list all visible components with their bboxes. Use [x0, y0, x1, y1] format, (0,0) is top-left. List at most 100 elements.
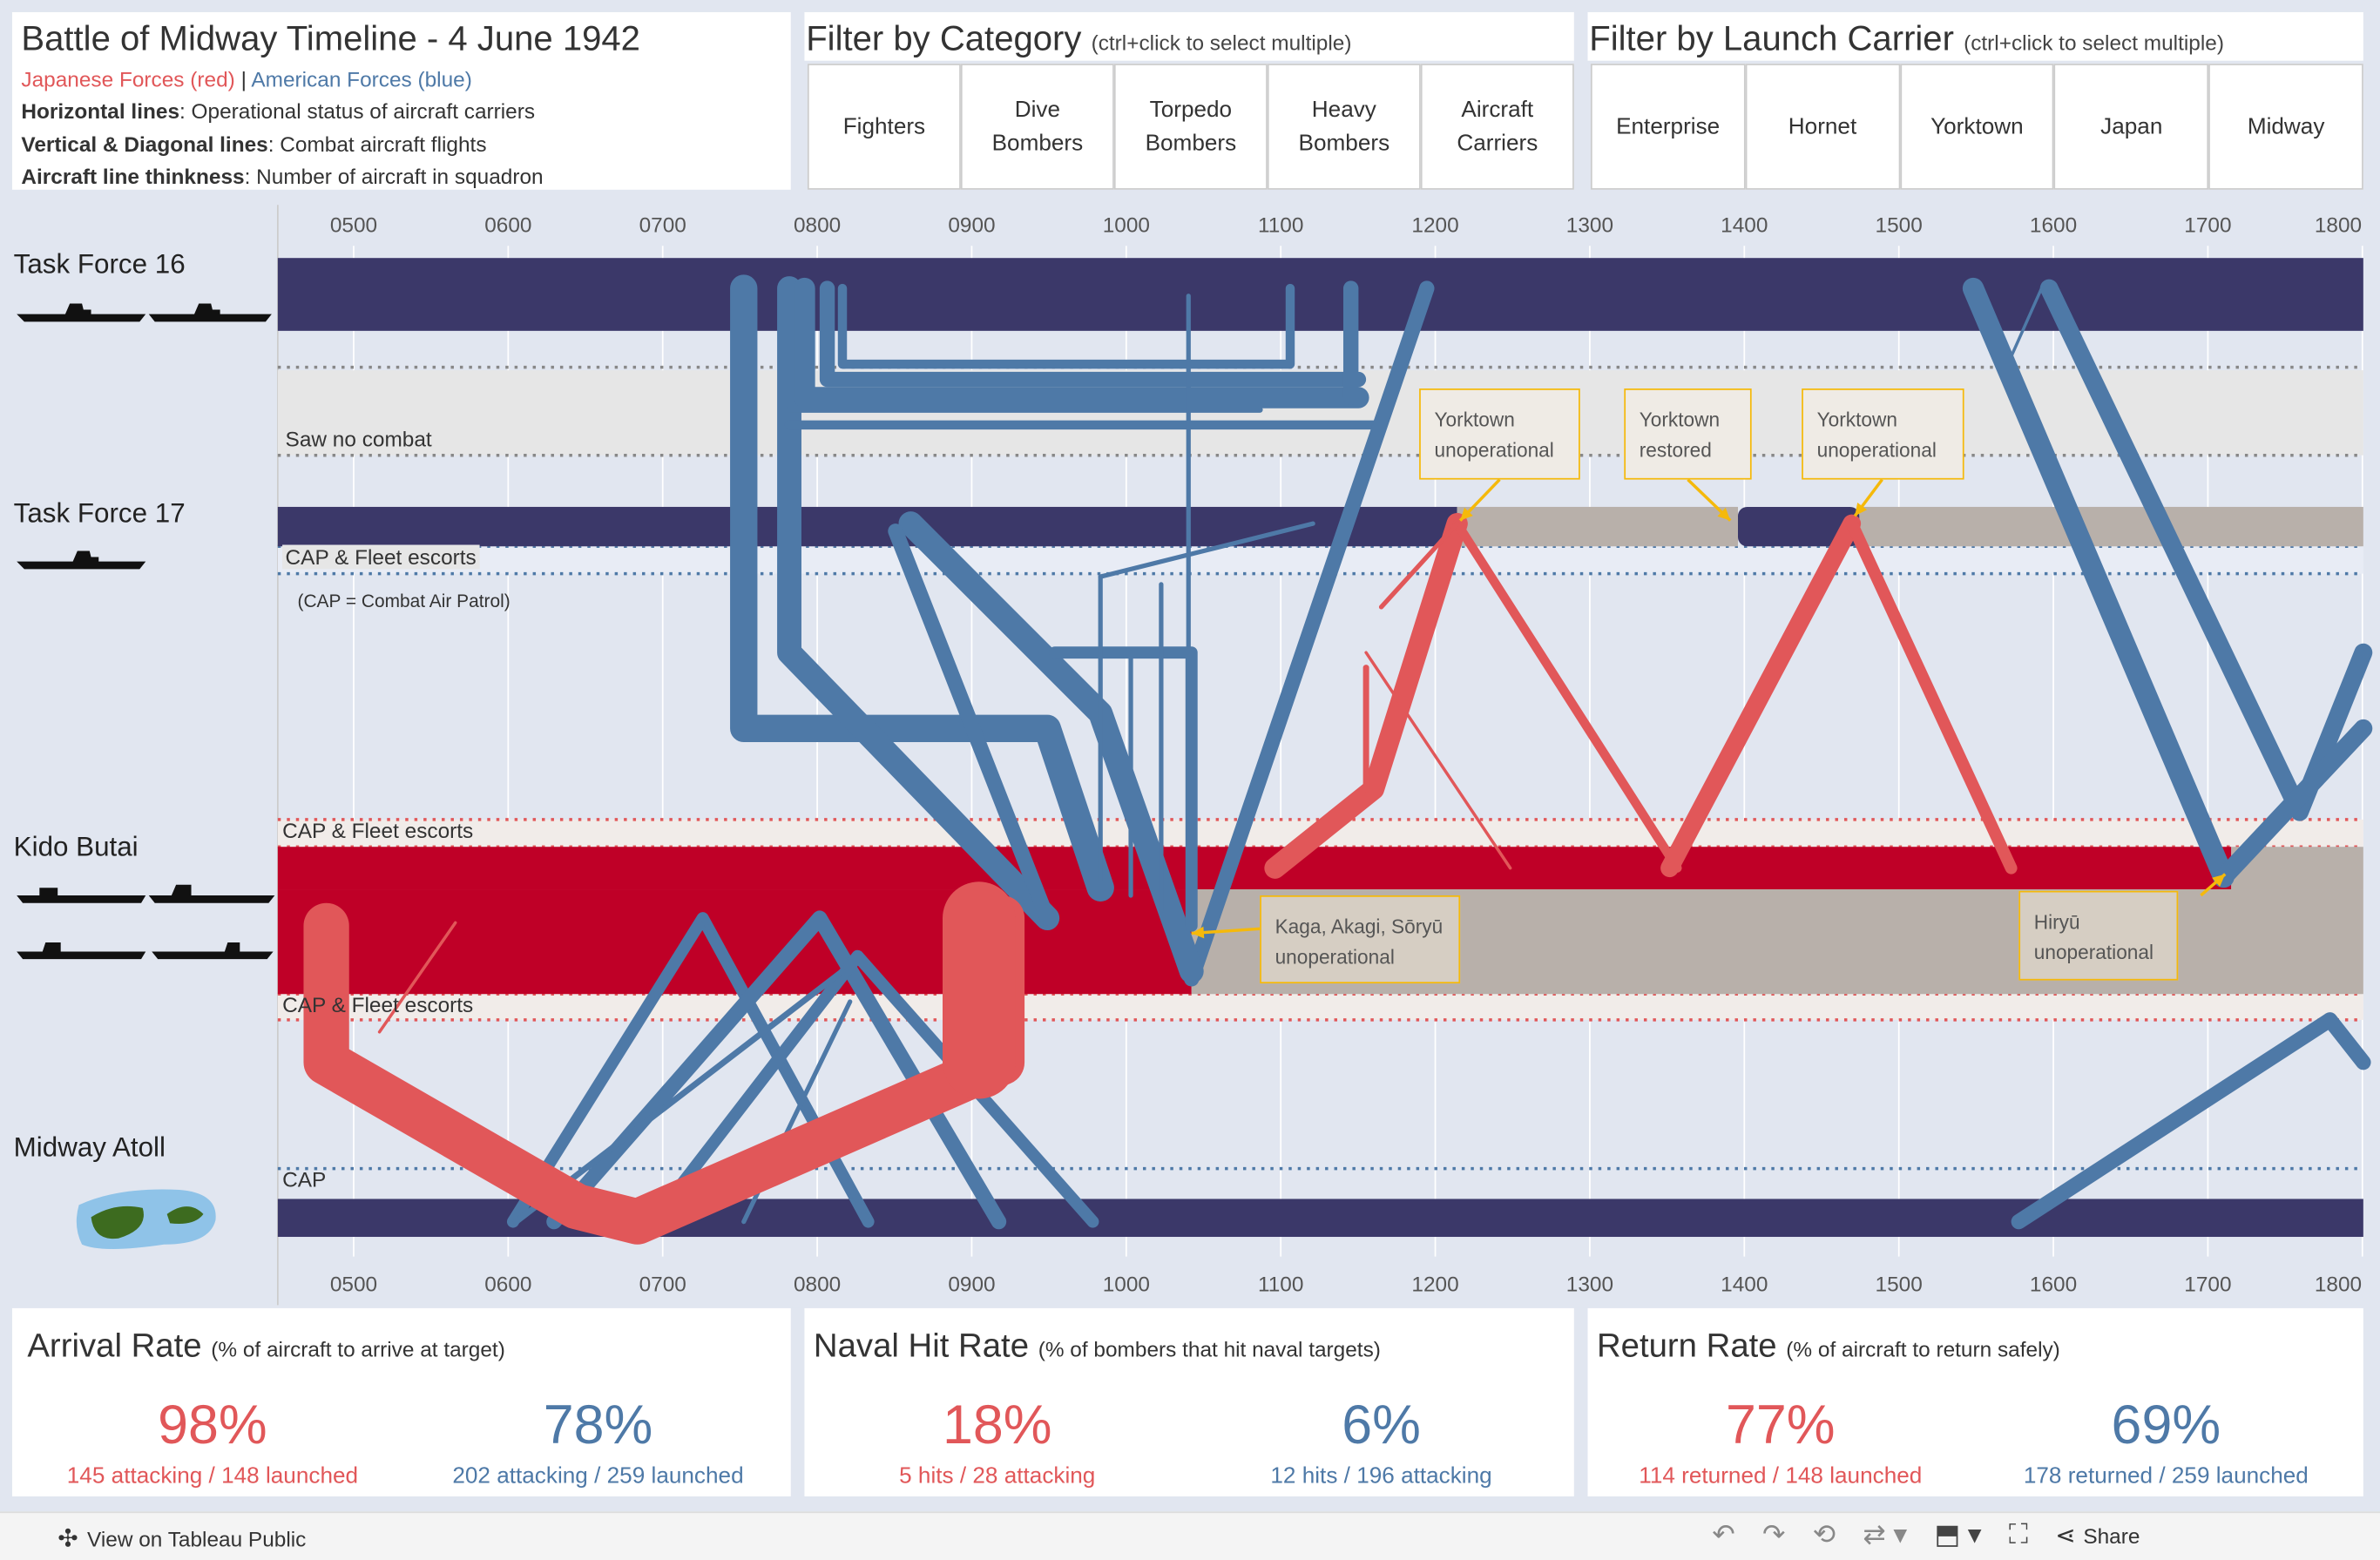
kpi-total: 148: [221, 1462, 260, 1489]
flight-path[interactable]: [888, 523, 1055, 926]
filter-fighters[interactable]: Fighters: [807, 64, 961, 190]
lane-label-saw-no-combat: Saw no combat: [282, 426, 436, 451]
kpi-count-label: returned: [1681, 1462, 1767, 1489]
flight-path[interactable]: [377, 921, 457, 1034]
flight-path[interactable]: [2011, 1012, 2371, 1230]
kpi-value: 98%: [158, 1393, 267, 1455]
cap-note: (CAP = Combat Air Patrol): [297, 590, 510, 612]
revert-icon[interactable]: ⟲: [1812, 1519, 1836, 1550]
kpi-total: 196: [1356, 1462, 1395, 1489]
flight-path[interactable]: [1184, 280, 1435, 987]
redo-icon[interactable]: ↷: [1762, 1519, 1786, 1550]
carrier-silhouette-icon: [17, 942, 146, 960]
kpi-value: 77%: [1725, 1393, 1836, 1455]
kpi-subtitle: (% of aircraft to return safely): [1786, 1337, 2060, 1361]
flight-path[interactable]: [837, 283, 1295, 369]
filter-torpedo-bombers[interactable]: Torpedo Bombers: [1113, 64, 1268, 190]
hiryu-active-bar: [277, 847, 2232, 890]
undo-icon[interactable]: ↶: [1712, 1519, 1735, 1550]
filter-hint: (ctrl+click to select multiple): [1091, 30, 1352, 55]
category-filter-title: Filter by Category (ctrl+click to select…: [806, 18, 1351, 59]
kpi-japanese: 98% 145 attacking / 148 launched: [23, 1393, 402, 1489]
download-icon[interactable]: ⬒ ▾: [1934, 1519, 1982, 1550]
annotation-text: unoperational: [1434, 438, 1554, 462]
legend-american: American Forces (blue): [251, 66, 472, 91]
flight-path[interactable]: [730, 274, 1114, 902]
note-label: Horizontal lines: [21, 98, 180, 124]
flight-path[interactable]: [700, 915, 871, 1225]
axis-tick-label: 1600: [2030, 1273, 2077, 1297]
axis-tick-label: 0600: [484, 214, 531, 238]
kpi-total: 148: [1785, 1462, 1823, 1489]
filter-title: Filter by Launch Carrier: [1589, 17, 1954, 58]
axis-tick-label: 0600: [484, 1273, 531, 1297]
axis-tick-label: 1700: [2184, 1273, 2231, 1297]
axis-tick-label: 0700: [639, 214, 686, 238]
filter-yorktown[interactable]: Yorktown: [1899, 64, 2055, 190]
category-filter-header: Filter by Category (ctrl+click to select…: [804, 11, 1574, 61]
flight-path[interactable]: [2214, 719, 2373, 887]
filter-dive-bombers[interactable]: Dive Bombers: [960, 64, 1114, 190]
annotation-text: Hiryū: [2033, 910, 2080, 934]
fullscreen-icon[interactable]: ⛶: [2008, 1519, 2028, 1550]
carrier-silhouettes: [17, 303, 275, 960]
lane-tf17: Task Force 17: [13, 497, 186, 529]
kpi-count: 5: [899, 1462, 912, 1489]
filter-aircraft-carriers[interactable]: Aircraft Carriers: [1420, 64, 1574, 190]
refresh-icon[interactable]: ⇄ ▾: [1863, 1519, 1908, 1550]
yorktown-inactive-bar-2: [1859, 506, 2363, 547]
annotation-hiryu: Hiryū unoperational: [2018, 890, 2179, 981]
plot-background: [277, 197, 2363, 1308]
flight-path[interactable]: [1264, 512, 1468, 879]
annotation-text: Yorktown: [1639, 408, 1721, 431]
filter-hornet[interactable]: Hornet: [1745, 64, 1900, 190]
timeline-chart[interactable]: 0500 0600 0700 0800 0900 1000 1100 1200 1300 1400…: [0, 197, 2380, 1308]
lane-kido-butai: Kido Butai: [13, 831, 139, 862]
annotation-text: Yorktown: [1434, 408, 1515, 431]
kpi-value: 6%: [1342, 1393, 1421, 1455]
arrow-head-icon: [1855, 503, 1868, 517]
flight-path[interactable]: [794, 277, 1369, 409]
annotation-arrows: [1191, 478, 2227, 939]
flight-path[interactable]: [1098, 521, 1315, 579]
flight-path[interactable]: [646, 949, 1099, 1228]
flight-path[interactable]: [546, 910, 1007, 1230]
kpi-total: 259: [606, 1462, 646, 1489]
flight-path[interactable]: [1364, 651, 1512, 870]
filter-midway[interactable]: Midway: [2208, 64, 2363, 190]
share-icon: ⋖: [2055, 1523, 2076, 1550]
kpi-count: 202: [452, 1462, 490, 1489]
axis-tick-label: 1300: [1566, 214, 1613, 238]
kpi-arrival-rate: Arrival Rate (% of aircraft to arrive at…: [11, 1307, 791, 1496]
flight-path[interactable]: [2009, 287, 2044, 359]
arrow-head-icon: [1717, 507, 1731, 521]
axis-tick-label: 0800: [794, 214, 841, 238]
flight-path[interactable]: [1378, 521, 1460, 610]
kido-cap-band-bottom: [277, 994, 2363, 1020]
view-on-tableau-public-link[interactable]: ✣ View on Tableau Public: [57, 1523, 306, 1554]
filter-enterprise[interactable]: Enterprise: [1590, 64, 1746, 190]
tableau-toolbar: ✣ View on Tableau Public ↶ ↷ ⟲ ⇄ ▾ ⬒ ▾ ⛶…: [0, 1511, 2380, 1560]
kpi-total-label: launched: [651, 1462, 744, 1489]
flight-path[interactable]: [1452, 518, 1682, 873]
filter-japan[interactable]: Japan: [2054, 64, 2209, 190]
kpi-value: 69%: [2111, 1393, 2221, 1455]
kpi-total-label: attacking: [1004, 1462, 1096, 1489]
kpi-count-label: hits: [1302, 1462, 1338, 1489]
flight-path[interactable]: [1660, 514, 1862, 878]
filter-heavy-bombers[interactable]: Heavy Bombers: [1267, 64, 1421, 190]
kpi-count: 12: [1270, 1462, 1296, 1489]
flight-path[interactable]: [1962, 277, 2235, 888]
axis-tick-label: 1500: [1876, 214, 1923, 238]
note-text: : Combat aircraft flights: [267, 131, 487, 156]
notes: Horizontal lines: Operational status of …: [21, 96, 543, 193]
kpi-total: 259: [2171, 1462, 2210, 1489]
flight-path[interactable]: [2039, 279, 2373, 821]
kpi-count: 178: [2023, 1462, 2062, 1489]
flight-path[interactable]: [819, 280, 1367, 388]
flight-path[interactable]: [1845, 517, 2018, 875]
axis-tick-label: 1600: [2030, 214, 2077, 238]
axis-tick-label: 1400: [1721, 1273, 1768, 1297]
share-button[interactable]: ⋖ Share: [2055, 1520, 2140, 1550]
axis-bottom: 0500 0600 0700 0800 0900 1000 1100 1200 1300 1400…: [330, 1273, 2362, 1297]
